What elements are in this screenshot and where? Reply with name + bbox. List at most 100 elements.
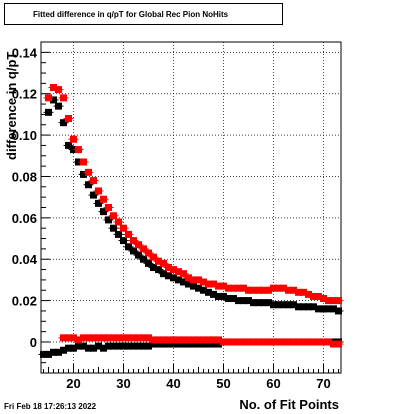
data-point [200,278,207,286]
data-point [240,284,247,292]
plot-frame [40,41,342,374]
data-point [290,301,297,309]
data-point [315,292,322,300]
data-point [325,338,332,346]
data-point [60,119,67,127]
data-point [165,272,172,280]
data-point [160,270,167,278]
y-tick-label: 0.12 [12,87,37,102]
data-point [145,342,152,350]
data-point [65,115,72,123]
data-point [155,266,162,274]
data-point [65,141,72,149]
data-point [335,307,342,315]
data-point [75,336,82,344]
data-point [140,245,147,253]
data-point [95,187,102,195]
data-point [115,230,122,238]
data-point [155,257,162,265]
data-point [55,102,62,110]
data-point [45,94,52,102]
data-point [55,348,62,356]
data-point [210,280,217,288]
x-tick-label: 50 [216,376,230,391]
data-point [280,284,287,292]
data-point [310,303,317,311]
data-point [80,158,87,166]
series-1 [43,84,344,305]
data-point [125,243,132,251]
data-point [70,334,77,342]
data-point [125,230,132,238]
data-point [215,340,222,348]
data-point [185,280,192,288]
data-point [335,340,342,348]
data-point [100,195,107,203]
data-point [90,344,97,352]
data-point [120,224,127,232]
data-point [195,284,202,292]
data-point [150,263,157,271]
data-point [110,212,117,220]
data-point [100,208,107,216]
data-point [190,282,197,290]
series-3 [58,334,344,348]
data-point [175,268,182,276]
data-point [105,204,112,211]
data-point [110,224,117,232]
data-point [95,342,102,350]
data-point [200,286,207,294]
data-point [50,84,57,92]
data-point [210,290,217,298]
data-point [335,297,342,305]
data-point [145,249,152,257]
data-point [85,181,92,189]
y-axis-label: difference in q/pT [4,51,19,160]
data-point [95,199,102,207]
data-point [180,278,187,286]
grid [41,42,341,373]
data-point [205,288,212,296]
data-point [105,216,112,224]
data-point [60,94,67,102]
data-point [265,299,272,307]
y-tick-label: 0.08 [12,169,37,184]
data-point [170,274,177,282]
data-point [220,292,227,300]
data-point [165,263,172,271]
y-tick-label: 0.06 [12,211,37,226]
data-point [330,305,337,313]
data-point [180,270,187,278]
chart-title-box: Fitted difference in q/pT for Global Rec… [4,3,283,25]
data-point [160,259,167,267]
data-point [175,276,182,284]
data-point [50,96,57,104]
data-point [265,286,272,294]
data-markers [38,84,344,358]
y-tick-label: 0 [30,335,37,350]
data-point [220,282,227,290]
data-point [245,297,252,305]
timestamp: Fri Feb 18 17:26:13 2022 [4,402,97,411]
data-point [135,241,142,249]
data-point [90,191,97,199]
data-point [90,177,97,185]
data-point [145,259,152,267]
data-point [75,146,82,154]
y-tick-label: 0.02 [12,294,37,309]
data-point [70,135,77,143]
data-point [45,108,52,116]
data-point [305,290,312,298]
data-point [150,253,157,261]
data-point [130,247,137,255]
y-tick-label: 0.14 [12,45,38,60]
tick-marks [41,41,339,374]
axes [40,41,342,374]
data-point [145,334,152,342]
tick-labels: 20 30 40 50 60 70 0 0.02 0.04 0.06 0.08 0.10 0.12 0.1… [12,45,331,391]
data-point [215,336,222,344]
data-point [185,274,192,282]
chart-title: Fitted difference in q/pT for Global Rec… [33,9,229,19]
data-point [300,288,307,296]
